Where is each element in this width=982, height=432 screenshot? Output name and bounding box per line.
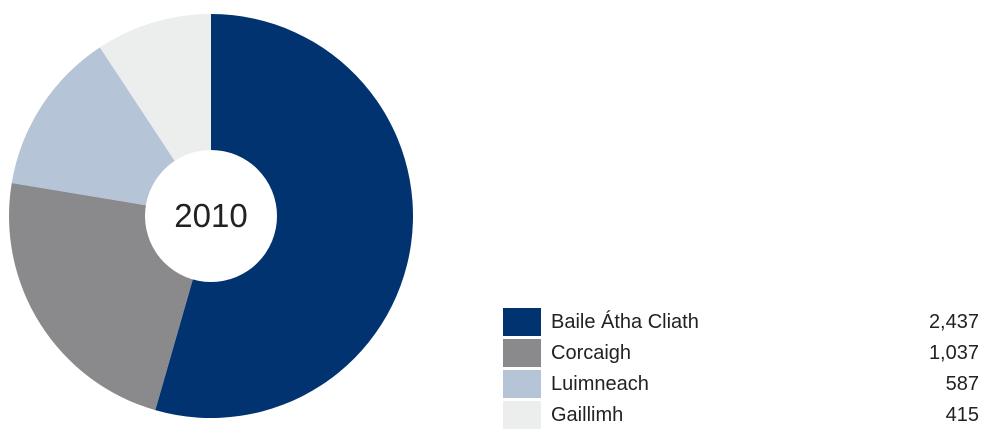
legend: Baile Átha Cliath 2,437 Corcaigh 1,037 L… [503, 306, 979, 430]
legend-value: 1,037 [928, 342, 979, 364]
legend-swatch [503, 308, 541, 336]
legend-value: 587 [945, 373, 979, 395]
legend-item: Baile Átha Cliath 2,437 [503, 306, 979, 337]
legend-label: Corcaigh [551, 342, 632, 364]
legend-value: 415 [945, 404, 979, 426]
legend-label: Baile Átha Cliath [551, 311, 699, 333]
legend-swatch [503, 401, 541, 429]
legend-label: Luimneach [551, 373, 649, 395]
pie-slice-0 [155, 14, 413, 418]
center-year-label: 2010 [174, 197, 247, 234]
legend-item: Corcaigh 1,037 [503, 337, 979, 368]
legend-item: Luimneach 587 [503, 368, 979, 399]
donut-hole [145, 150, 277, 282]
legend-swatch [503, 339, 541, 367]
legend-label: Gaillimh [551, 404, 624, 426]
legend-item: Gaillimh 415 [503, 399, 979, 430]
legend-value: 2,437 [928, 311, 979, 333]
legend-swatch [503, 370, 541, 398]
